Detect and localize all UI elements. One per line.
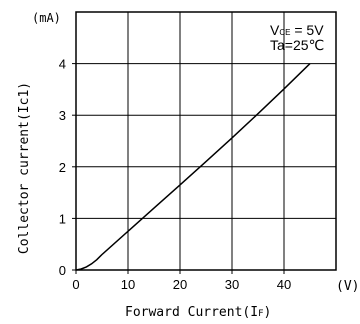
y-tick-label: 3	[59, 108, 66, 123]
ta-annotation: Ta=25℃	[270, 37, 324, 53]
x-axis-label-sub: I	[250, 305, 258, 320]
x-axis-label: Forward Current(IF)	[125, 305, 271, 320]
x-tick-label: 20	[173, 277, 187, 292]
x-tick-label: 0	[72, 277, 79, 292]
vce-annotation: VCE = 5V	[270, 22, 324, 38]
series-line	[75, 63, 311, 271]
y-axis-label: Collector current(Ic1)	[17, 82, 32, 254]
y-tick-label: 2	[59, 160, 66, 175]
vce-sub: CE	[279, 28, 290, 37]
vce-value: = 5V	[290, 22, 324, 38]
x-axis-label-main: Forward Current(	[125, 305, 250, 320]
axis-ticks	[72, 63, 285, 274]
x-axis-label-subsub: F	[258, 309, 263, 319]
x-tick-label: 40	[277, 277, 291, 292]
grid-lines	[76, 12, 336, 270]
x-axis-label-close: )	[263, 305, 271, 320]
tick-labels: 0 10 20 30 40 0 1 2 3 4	[59, 57, 291, 292]
plot-frame	[75, 11, 337, 271]
x-tick-label: 30	[225, 277, 239, 292]
y-unit-label: (mA)	[32, 11, 61, 25]
y-tick-label: 4	[59, 57, 66, 72]
x-tick-label: 10	[121, 277, 135, 292]
y-tick-label: 0	[59, 263, 66, 278]
vce-label: V	[270, 22, 280, 38]
y-tick-label: 1	[59, 211, 66, 226]
x-unit-label: (V)	[336, 279, 359, 294]
